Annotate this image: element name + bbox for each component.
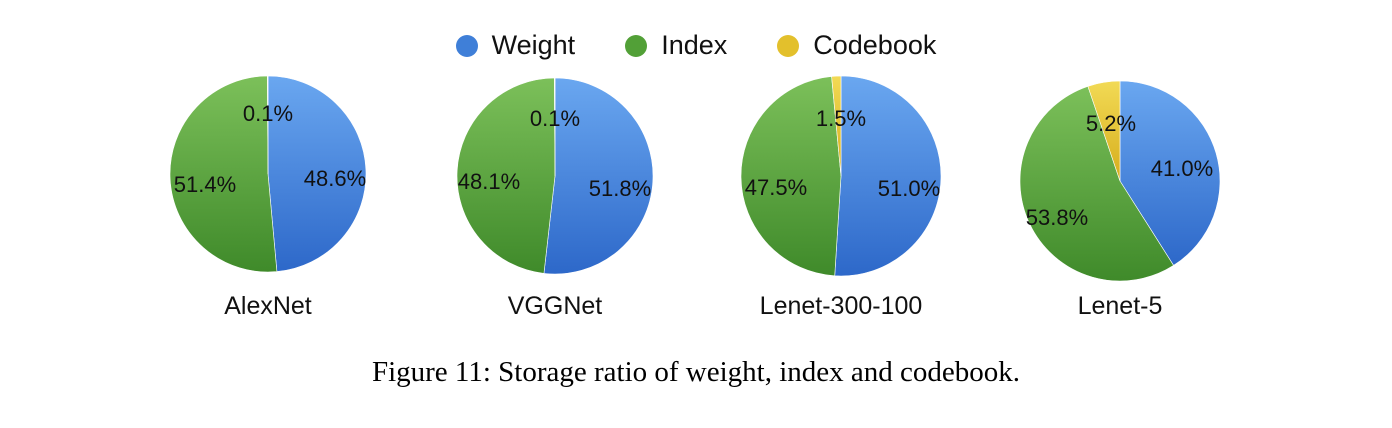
pie-title-lenet-300-100: Lenet-300-100 <box>760 292 923 320</box>
data-label-vggnet-index: 48.1% <box>458 169 520 194</box>
pie-alexnet: 48.6% 51.4% 0.1% AlexNet <box>169 75 367 320</box>
pie-vggnet: 51.8% 48.1% 0.1% VGGNet <box>456 77 654 320</box>
figure-caption: Figure 11: Storage ratio of weight, inde… <box>371 356 1021 388</box>
data-label-alexnet-index: 51.4% <box>174 172 236 197</box>
legend: Weight Index Codebook <box>0 30 1392 61</box>
pie-slice-lenet-5-weight <box>1119 80 1221 266</box>
pie-lenet-5: 41.0% 53.8% 5.2% Lenet-5 <box>1019 80 1221 320</box>
legend-item-index: Index <box>625 30 727 61</box>
pie-slice-lenet-300-100-codebook <box>831 75 842 177</box>
pie-slice-vggnet-weight <box>543 77 654 275</box>
pie-title-alexnet: AlexNet <box>224 292 312 320</box>
legend-swatch-index <box>625 34 648 57</box>
legend-swatch-codebook <box>777 34 800 57</box>
pie-slice-vggnet-index <box>456 77 556 274</box>
data-label-vggnet-weight: 51.8% <box>589 176 651 201</box>
legend-item-weight: Weight <box>455 30 576 61</box>
legend-item-codebook: Codebook <box>777 30 936 61</box>
pie-slice-lenet-300-100-index <box>740 76 842 277</box>
pie-slice-alexnet-weight <box>267 75 367 272</box>
pie-slice-lenet-5-index <box>1019 85 1174 282</box>
pie-slice-alexnet-codebook <box>267 75 269 175</box>
data-label-lenet-300-100-weight: 51.0% <box>878 176 940 201</box>
data-label-lenet-5-index: 53.8% <box>1026 205 1088 230</box>
data-label-alexnet-weight: 48.6% <box>304 166 366 191</box>
pie-title-vggnet: VGGNet <box>508 292 603 320</box>
legend-label-codebook: Codebook <box>813 30 937 60</box>
data-label-alexnet-codebook: 0.1% <box>243 101 293 126</box>
data-label-lenet-300-100-codebook: 1.5% <box>816 106 866 131</box>
pie-lenet-300-100: 51.0% 47.5% 1.5% Lenet-300-100 <box>740 75 942 320</box>
pie-slice-alexnet-index <box>169 75 278 273</box>
data-label-lenet-300-100-index: 47.5% <box>745 175 807 200</box>
legend-label-weight: Weight <box>491 30 576 60</box>
data-label-vggnet-codebook: 0.1% <box>530 106 580 131</box>
pie-slice-lenet-5-codebook <box>1087 80 1121 182</box>
pie-title-lenet-5: Lenet-5 <box>1078 292 1163 320</box>
data-label-lenet-5-weight: 41.0% <box>1151 156 1213 181</box>
legend-swatch-weight <box>455 34 478 57</box>
pie-slice-vggnet-codebook <box>554 77 556 177</box>
pie-charts: 48.6% 51.4% 0.1% AlexNet 51.8% 48.1% 0.1% VGGNe… <box>169 75 1221 320</box>
data-label-lenet-5-codebook: 5.2% <box>1086 111 1136 136</box>
legend-label-index: Index <box>661 30 728 60</box>
pie-slice-lenet-300-100-weight <box>834 75 942 277</box>
